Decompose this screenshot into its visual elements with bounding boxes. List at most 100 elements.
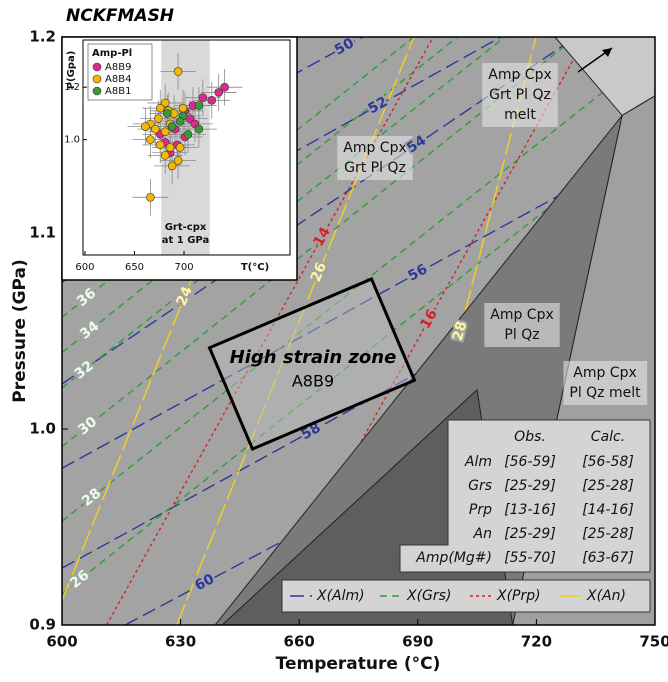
field-label: Amp Cpx Pl Qz melt <box>563 361 648 405</box>
strain-zone-sample: A8B9 <box>292 372 334 391</box>
x-axis-label: Temperature (°C) <box>276 654 441 674</box>
field-label-line: Amp Cpx <box>488 67 552 83</box>
point <box>178 103 188 113</box>
table-cell: Grs <box>468 478 492 494</box>
legend-label: A8B9 <box>105 62 131 73</box>
table-cell: [13-16] <box>504 502 556 518</box>
inset-band-label: at 1 GPa <box>162 235 209 246</box>
point <box>194 101 204 110</box>
legend-marker <box>92 86 102 96</box>
point <box>220 82 229 92</box>
point <box>162 109 172 118</box>
point <box>167 161 177 171</box>
table-cell: Alm <box>464 454 492 470</box>
y-tick-label: 1.0 <box>29 420 56 438</box>
legend-label: X(Grs) <box>406 588 451 604</box>
table-cell: [56-58] <box>582 454 634 470</box>
point <box>146 135 155 144</box>
table-cell: [25-28] <box>582 478 634 494</box>
point <box>153 114 163 123</box>
field-label-line: Amp Cpx <box>490 307 554 323</box>
inset-frame <box>82 39 291 256</box>
field <box>554 37 655 117</box>
point <box>160 151 170 160</box>
x-tick-label: 660 <box>284 633 315 651</box>
point <box>173 156 183 165</box>
plot-frame <box>61 36 656 626</box>
field-label-line: melt <box>504 107 536 123</box>
inset: Grt-cpx at 1 GPa 600 650 700 1.0 1.2 T(°C) P(Gpa… <box>64 39 291 273</box>
field-label-box <box>482 63 558 127</box>
y-axis-label: Pressure (GPa) <box>10 259 30 403</box>
table-cell: An <box>473 526 492 542</box>
point <box>173 67 183 76</box>
arrow-head <box>602 48 612 57</box>
y-tick-label: 1.1 <box>29 224 56 242</box>
field-label-line: Pl Qz <box>504 327 539 343</box>
inset-x-tick-label: 600 <box>75 262 94 273</box>
inset-x-tick-label: 650 <box>125 262 144 273</box>
legend: X(Alm) X(Grs) X(Prp) X(An) <box>290 588 626 604</box>
table-cell: [56-59] <box>504 454 556 470</box>
inset-y-tick-label: 1.0 <box>64 135 80 146</box>
point <box>183 130 193 139</box>
field-label-line: Amp Cpx <box>343 140 407 156</box>
axes: 600 630 660 690 720 750 0.9 1.0 1.1 1.2 <box>29 28 668 651</box>
inset-x-tick-label: 700 <box>174 262 193 273</box>
point <box>151 124 160 134</box>
table-box <box>399 419 651 573</box>
table-cell: [25-29] <box>504 478 556 494</box>
table-header: Obs. <box>514 429 546 445</box>
y-tick-label: 0.9 <box>29 616 56 634</box>
strain-zone-title: High strain zone <box>230 347 397 368</box>
isopleth <box>62 142 655 469</box>
x-tick-label: 630 <box>165 633 196 651</box>
table-cell: [63-67] <box>582 550 634 566</box>
point <box>175 143 185 152</box>
inset-legend-title: Amp-Pl <box>92 48 132 59</box>
field-label: Amp Cpx Grt Pl Qz melt <box>482 63 558 127</box>
point <box>146 193 155 202</box>
point <box>167 122 177 131</box>
table-cell: Prp <box>469 502 492 518</box>
chart-title: NCKFMASH <box>66 6 174 26</box>
point <box>141 122 150 131</box>
table-cell: Amp(Mg#) <box>415 550 492 566</box>
field-label: Amp Cpx Grt Pl Qz <box>337 136 413 180</box>
x-tick-label: 690 <box>402 633 433 651</box>
field-label-box <box>337 136 413 180</box>
inset-y-tick-label: 1.2 <box>64 82 80 93</box>
isopleth <box>106 37 434 625</box>
table: Obs. Calc. Alm [56-59] [56-58] Grs [25-29] [25-… <box>415 429 634 566</box>
y-tick-label: 1.2 <box>29 28 56 46</box>
legend-label: X(An) <box>586 588 626 604</box>
table-cell: [14-16] <box>582 502 634 518</box>
legend-marker <box>92 74 102 84</box>
legend-label: X(Alm) <box>316 588 365 604</box>
inset-band-label: Grt-cpx <box>165 222 207 233</box>
inset-y-label: P(Gpa) <box>66 51 77 90</box>
legend-marker <box>92 62 102 72</box>
field-label: Amp Cpx Pl Qz <box>484 303 560 347</box>
point <box>207 96 217 105</box>
point <box>214 88 223 97</box>
x-tick-label: 750 <box>639 633 668 651</box>
point <box>194 124 204 134</box>
point <box>160 98 170 108</box>
legend-box <box>281 579 651 613</box>
x-tick-label: 720 <box>521 633 552 651</box>
table-header: Calc. <box>591 429 625 445</box>
inset-x-label: T(°C) <box>241 262 269 273</box>
isopleth <box>62 37 577 385</box>
isopleth <box>258 37 587 625</box>
point <box>160 127 170 137</box>
point <box>155 103 165 113</box>
point <box>155 140 165 150</box>
field-label-line: Grt Pl Qz <box>489 87 551 103</box>
field-label-box <box>563 361 648 405</box>
point <box>165 143 175 152</box>
field-label-line: Pl Qz melt <box>569 385 641 401</box>
field-label-line: Amp Cpx <box>573 365 637 381</box>
x-tick-label: 600 <box>46 633 77 651</box>
